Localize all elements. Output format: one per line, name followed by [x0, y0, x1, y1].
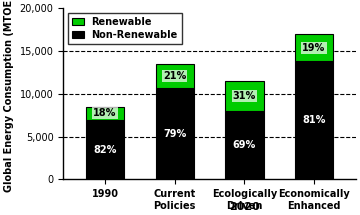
Legend: Renewable, Non-Renewable: Renewable, Non-Renewable [68, 13, 182, 44]
Bar [225, 111, 264, 179]
Text: 21%: 21% [163, 71, 186, 81]
Text: 31%: 31% [233, 91, 256, 101]
Bar [225, 81, 264, 111]
Text: 69%: 69% [233, 140, 256, 150]
Text: 79%: 79% [163, 129, 186, 139]
Bar [156, 64, 194, 88]
Text: 19%: 19% [302, 43, 326, 53]
Text: 2020: 2020 [229, 202, 260, 212]
Bar [295, 34, 333, 61]
Bar [86, 107, 124, 120]
Text: 18%: 18% [93, 108, 117, 118]
Text: 82%: 82% [93, 144, 117, 155]
Bar [156, 88, 194, 179]
Bar [86, 120, 124, 179]
Y-axis label: Global Energy Consumption (MTOE): Global Energy Consumption (MTOE) [4, 0, 14, 192]
Text: 81%: 81% [302, 115, 326, 125]
Bar [295, 61, 333, 179]
